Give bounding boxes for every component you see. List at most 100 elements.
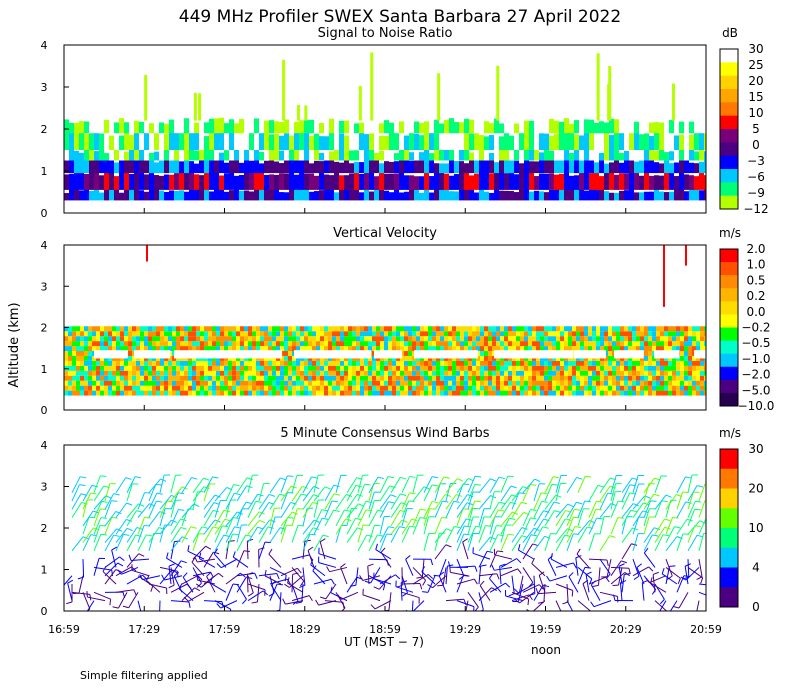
vv-cell xyxy=(320,341,324,347)
vv-cell xyxy=(604,375,608,381)
colorbar-swatch xyxy=(720,567,738,588)
vv-cell xyxy=(424,390,428,396)
wind-barb xyxy=(203,519,216,535)
snr-cell xyxy=(64,119,69,134)
vv-cell xyxy=(436,390,440,396)
vv-cell xyxy=(664,380,668,386)
vv-cell xyxy=(420,336,424,342)
vv-cell xyxy=(556,341,560,347)
snr-cell xyxy=(119,135,124,150)
snr-cell xyxy=(674,162,679,174)
vv-cell xyxy=(428,385,432,391)
vv-cell xyxy=(300,370,304,376)
vv-cell xyxy=(372,380,376,386)
snr-cell xyxy=(289,170,294,190)
vv-cell xyxy=(436,331,440,337)
wind-barb-flag xyxy=(113,534,120,537)
wind-barb-flag xyxy=(514,598,520,604)
wind-barb-flag xyxy=(292,511,299,515)
wind-barb xyxy=(170,541,175,560)
wind-barb-flag xyxy=(136,510,143,513)
vv-cell xyxy=(572,331,576,337)
vv-cell xyxy=(456,365,460,371)
wind-barb-flag xyxy=(513,588,519,594)
vv-cell xyxy=(176,341,180,347)
wind-barb xyxy=(511,575,515,594)
snr-cell xyxy=(564,118,569,134)
vv-cell xyxy=(404,341,408,347)
wind-barb xyxy=(621,574,625,593)
vv-cell xyxy=(92,336,96,342)
vv-cell xyxy=(524,370,528,376)
vv-cell xyxy=(544,336,548,342)
vv-cell xyxy=(440,331,444,337)
vv-cell xyxy=(84,341,88,347)
vv-cell xyxy=(528,380,532,386)
vv-cell xyxy=(84,355,88,361)
wind-barb-flag xyxy=(180,518,187,522)
snr-cell xyxy=(699,150,704,161)
wind-barb xyxy=(225,493,235,510)
colorbar-label: 20 xyxy=(748,74,763,88)
snr-cell xyxy=(544,192,549,201)
snr-cell xyxy=(639,120,644,134)
wind-barb xyxy=(170,536,183,552)
snr-cell xyxy=(219,130,224,150)
wind-barb-flag xyxy=(111,546,118,551)
vv-cell xyxy=(656,360,660,366)
vv-cell xyxy=(296,326,300,332)
snr-cell xyxy=(349,173,354,190)
vv-cell xyxy=(376,360,380,366)
vv-cell xyxy=(704,375,706,381)
vv-cell xyxy=(304,326,308,332)
vv-cell xyxy=(148,336,152,342)
wind-barb xyxy=(401,525,411,543)
panel-title: Vertical Velocity xyxy=(333,226,437,241)
vv-cell xyxy=(344,360,348,366)
vv-cell xyxy=(172,390,176,396)
snr-cell xyxy=(384,161,389,174)
wind-barb xyxy=(137,503,150,518)
vv-cell xyxy=(92,341,96,347)
wind-barb-flag xyxy=(386,533,393,536)
snr-cell xyxy=(84,121,89,134)
vv-cell xyxy=(320,365,324,371)
wind-barb-flag xyxy=(355,517,362,521)
wind-barb xyxy=(641,582,645,601)
snr-cell xyxy=(504,132,509,150)
snr-cell xyxy=(94,151,99,161)
vv-cell xyxy=(288,341,292,347)
vv-cell xyxy=(248,380,252,386)
vv-cell xyxy=(152,360,156,366)
snr-cell xyxy=(434,133,439,150)
vv-cell xyxy=(64,326,68,332)
snr-cell xyxy=(544,160,549,174)
vv-cell xyxy=(332,375,336,381)
wind-barb xyxy=(632,475,639,493)
vv-cell xyxy=(500,360,504,366)
wind-barb xyxy=(225,583,234,601)
snr-cell xyxy=(144,174,149,190)
wind-barb xyxy=(374,600,392,610)
vv-cell xyxy=(692,346,696,352)
vv-cell xyxy=(256,346,260,352)
snr-cell xyxy=(509,148,514,161)
vv-cell xyxy=(204,370,208,376)
snr-cell xyxy=(704,186,706,201)
vv-cell xyxy=(472,375,476,381)
snr-cell xyxy=(104,153,109,161)
vv-cell xyxy=(684,365,688,371)
wind-barb xyxy=(170,560,182,577)
wind-barb xyxy=(159,500,168,518)
wind-barb-flag xyxy=(195,583,202,588)
vv-cell xyxy=(152,331,156,337)
vv-cell xyxy=(324,360,328,366)
snr-cell xyxy=(514,148,519,161)
snr-cell xyxy=(309,135,314,150)
wind-barb-flag xyxy=(194,587,201,592)
snr-cell xyxy=(299,131,304,150)
wind-barb xyxy=(566,526,576,543)
vv-cell xyxy=(128,341,132,347)
snr-cell xyxy=(579,170,584,190)
vv-cell xyxy=(416,385,420,391)
